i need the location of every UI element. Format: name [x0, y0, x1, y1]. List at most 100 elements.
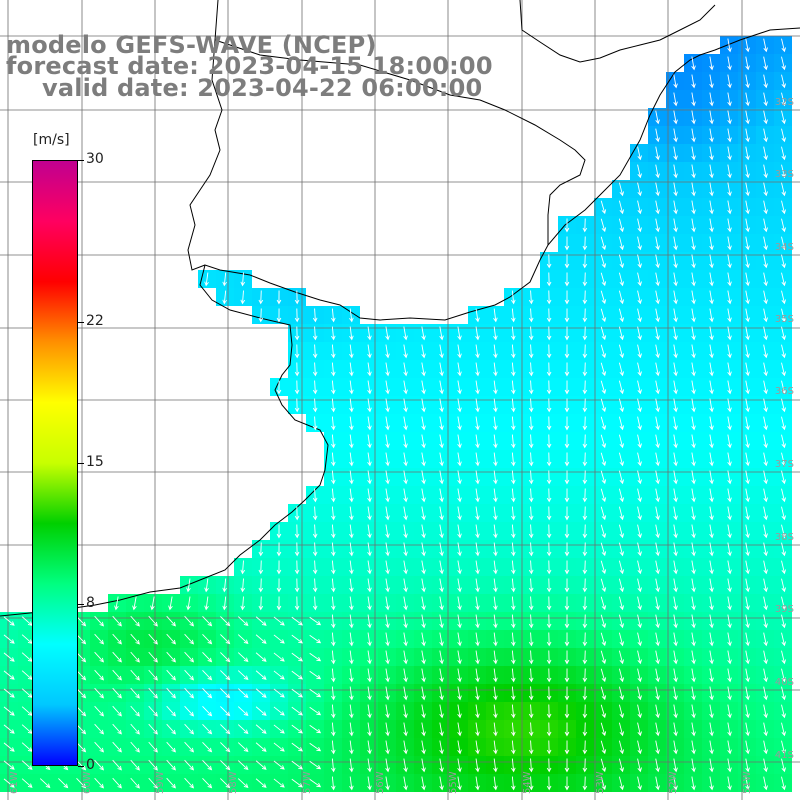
wind-arrow — [618, 488, 625, 503]
wind-arrow — [618, 686, 625, 701]
wind-arrow — [745, 56, 750, 71]
longitude-label: 60W — [82, 771, 93, 794]
wind-arrow — [745, 398, 750, 413]
wind-arrow — [564, 506, 570, 521]
wind-arrow — [457, 362, 462, 377]
wind-arrow — [202, 760, 213, 771]
wind-arrow — [385, 542, 390, 557]
wind-arrow — [781, 128, 786, 143]
wind-arrow — [94, 687, 105, 699]
wind-arrow — [439, 326, 444, 341]
wind-arrow — [349, 326, 354, 341]
wind-arrow — [618, 740, 625, 755]
wind-arrow — [600, 740, 607, 755]
wind-arrow — [528, 362, 534, 377]
wind-arrow — [727, 578, 732, 593]
wind-arrow — [204, 272, 209, 287]
wind-arrow — [691, 560, 696, 575]
wind-arrow — [637, 200, 642, 215]
wind-arrow — [475, 704, 480, 719]
wind-arrow — [600, 290, 607, 305]
wind-arrow — [637, 290, 642, 305]
wind-arrow — [528, 380, 534, 395]
wind-arrow — [582, 758, 588, 773]
wind-arrow — [457, 398, 462, 413]
wind-arrow — [546, 344, 552, 359]
wind-arrow — [421, 668, 426, 683]
wind-arrow — [294, 308, 300, 323]
wind-arrow — [709, 524, 714, 539]
latitude-label: 39S — [774, 604, 794, 615]
wind-arrow — [673, 722, 678, 737]
wind-arrow — [130, 741, 140, 753]
wind-arrow — [148, 723, 158, 735]
wind-arrow — [21, 634, 33, 644]
wind-arrow — [439, 704, 444, 719]
wind-arrow — [691, 200, 696, 215]
wind-arrow — [240, 272, 246, 287]
wind-arrow — [727, 686, 732, 701]
wind-arrow — [618, 614, 625, 629]
wind-arrow — [349, 560, 354, 575]
wind-arrow — [600, 236, 607, 251]
wind-arrow — [727, 668, 732, 683]
latitude-label: 38S — [774, 532, 794, 543]
wind-arrow — [709, 218, 714, 233]
wind-arrow — [564, 254, 570, 269]
wind-arrow — [745, 146, 750, 161]
wind-arrow — [457, 326, 462, 341]
wind-arrow — [385, 380, 390, 395]
wind-arrow — [727, 218, 732, 233]
wind-arrow — [564, 326, 570, 341]
wind-arrow — [457, 722, 462, 737]
wind-arrow — [21, 742, 33, 752]
wind-arrow — [349, 614, 354, 629]
wind-arrow — [385, 506, 390, 521]
wind-arrow — [673, 254, 678, 269]
wind-arrow — [618, 578, 625, 593]
wind-arrow — [493, 434, 498, 449]
wind-arrow — [745, 650, 750, 665]
wind-arrow — [255, 652, 267, 662]
wind-arrow — [367, 326, 372, 341]
wind-arrow — [727, 488, 732, 503]
wind-arrow — [511, 452, 516, 467]
wind-arrow — [655, 146, 660, 161]
wind-arrow — [148, 759, 158, 771]
wind-arrow — [258, 578, 264, 593]
wind-arrow — [600, 668, 607, 683]
wind-arrow — [582, 380, 588, 395]
wind-arrow — [475, 524, 480, 539]
wind-arrow — [618, 434, 625, 449]
wind-arrow — [273, 742, 285, 752]
wind-arrow — [763, 686, 768, 701]
wind-arrow — [475, 542, 480, 557]
wind-arrow — [564, 290, 570, 305]
wind-arrow — [745, 362, 750, 377]
colorbar-tick-label: 0 — [86, 757, 95, 773]
latitude-label: 32S — [774, 97, 794, 108]
wind-arrow — [727, 182, 732, 197]
wind-arrow — [564, 650, 570, 665]
wind-arrow — [528, 668, 534, 683]
wind-arrow — [691, 56, 696, 71]
coastline-line — [0, 27, 800, 617]
wind-arrow — [493, 470, 498, 485]
wind-arrow — [3, 742, 15, 752]
wind-arrow — [564, 686, 570, 701]
wind-arrow — [331, 506, 336, 521]
colorbar-tick-label: 8 — [86, 595, 95, 612]
wind-arrow — [691, 272, 696, 287]
wind-arrow — [421, 686, 426, 701]
wind-arrow — [546, 542, 552, 557]
wind-arrow — [349, 452, 354, 467]
wind-arrow — [781, 758, 786, 773]
wind-arrow — [673, 470, 678, 485]
wind-arrow — [130, 651, 140, 663]
wind-arrow — [691, 326, 696, 341]
wind-arrow — [727, 74, 732, 89]
colorbar-tick-label: 22 — [86, 312, 104, 329]
wind-arrow — [367, 398, 372, 413]
wind-arrow — [546, 362, 552, 377]
wind-arrow — [745, 578, 750, 593]
